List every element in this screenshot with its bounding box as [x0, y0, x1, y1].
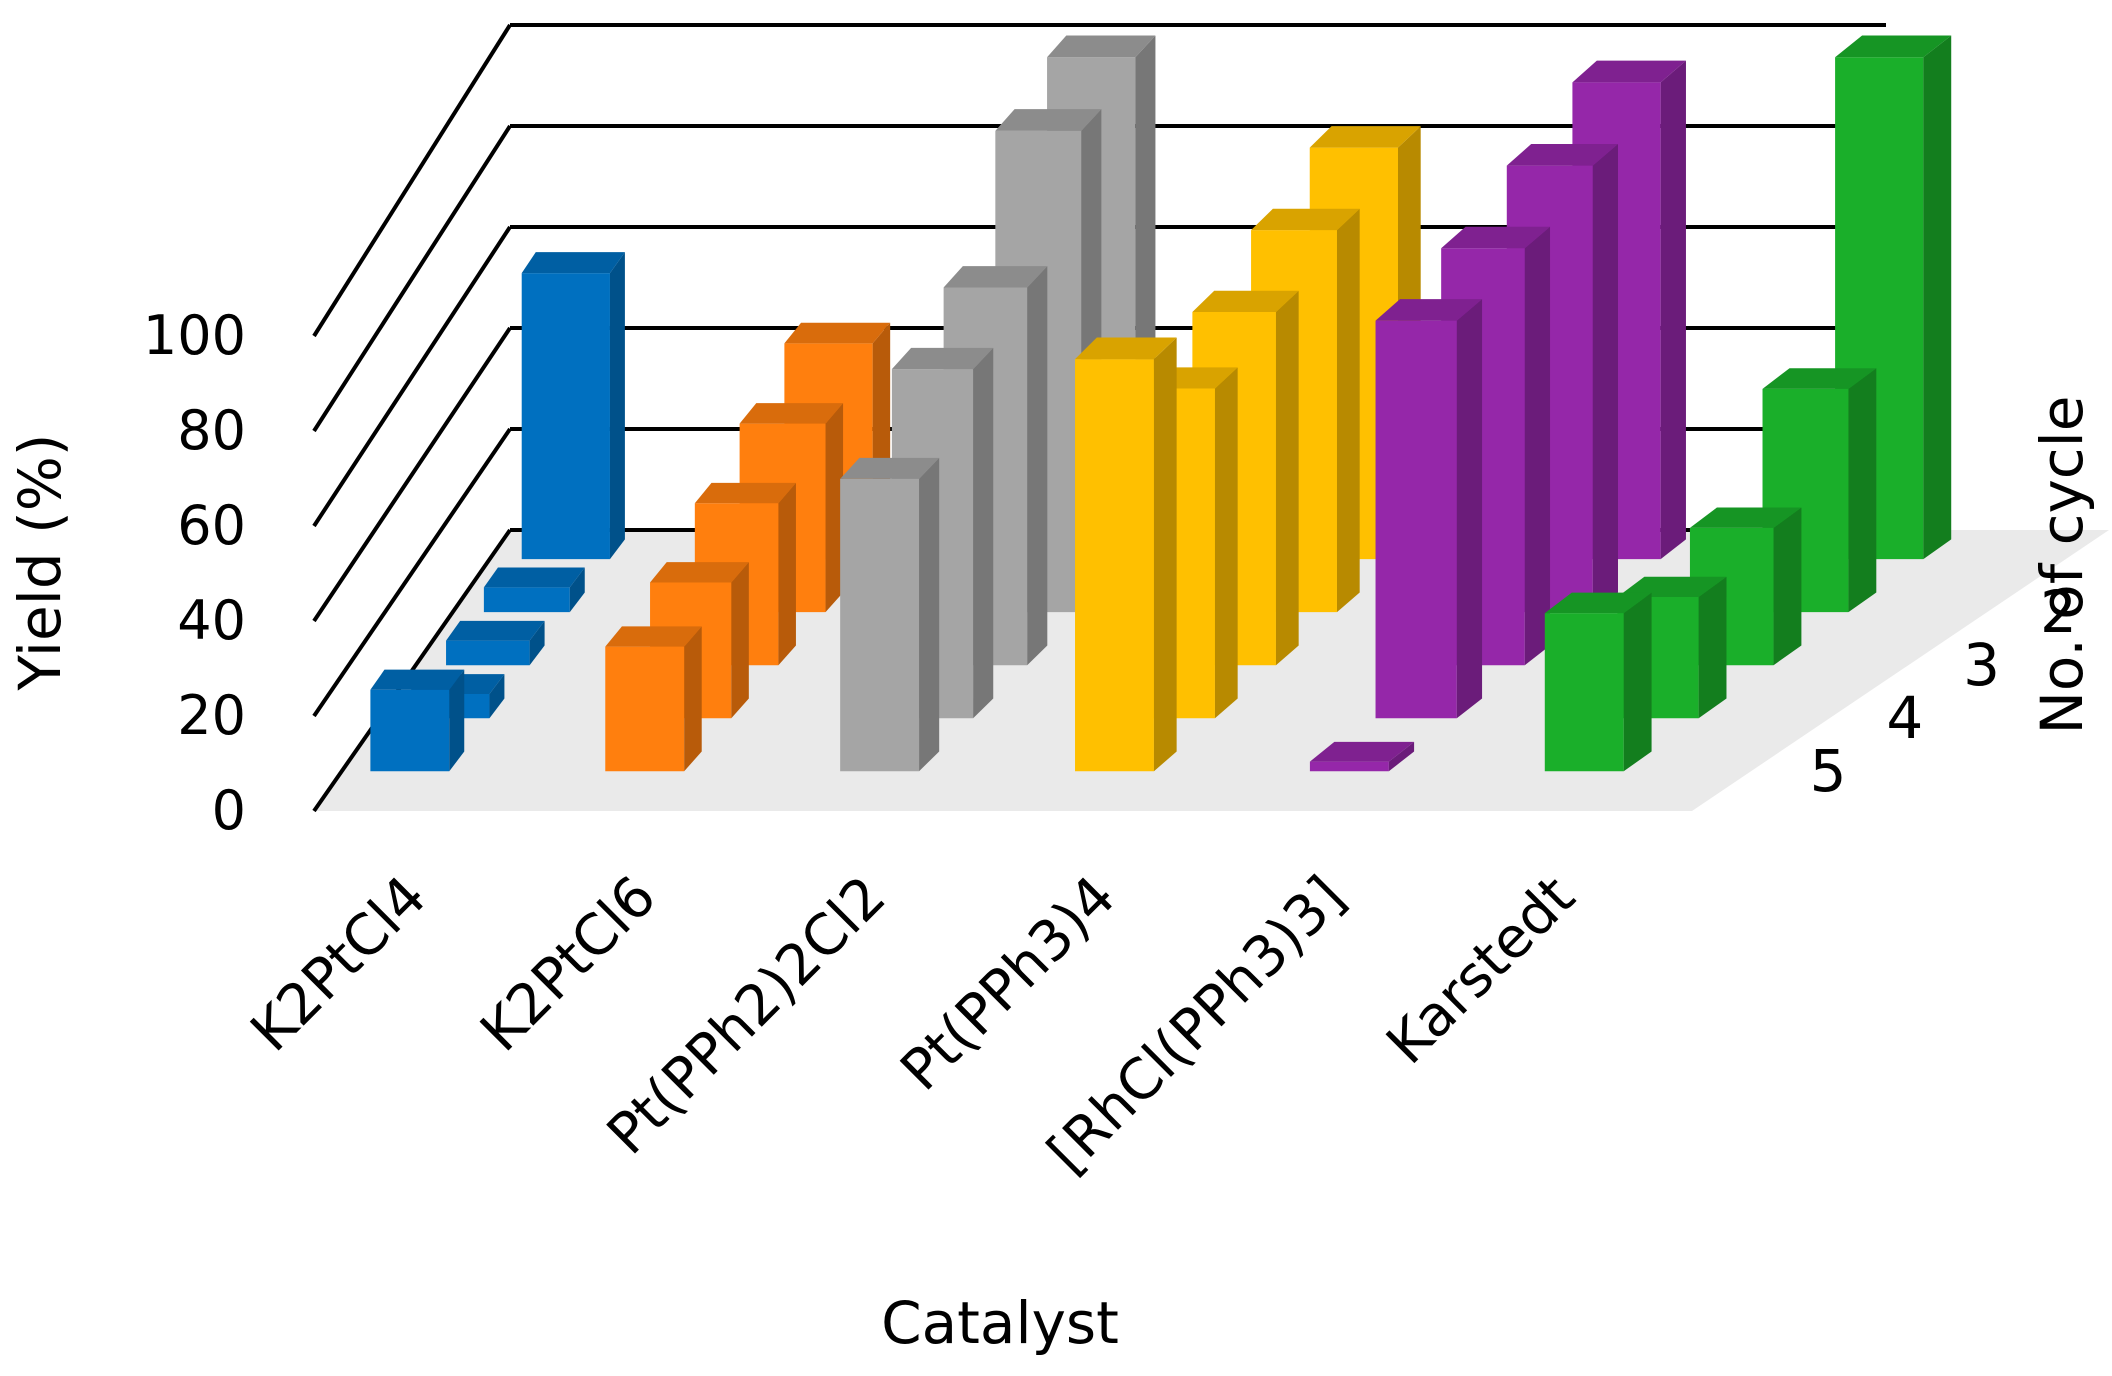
y-tick-label: 100	[143, 304, 246, 367]
y-axis-ticks: 0 20 40 60 80 100	[143, 304, 246, 842]
bar-Karstedt-cycle-5	[1544, 592, 1652, 772]
category-label: Karstedt	[1374, 864, 1587, 1077]
y-tick-label: 0	[212, 779, 246, 842]
depth-tick-label: 5	[1810, 737, 1847, 805]
category-label: Pt(PPh3)4	[889, 864, 1129, 1104]
depth-tick-label: 4	[1886, 684, 1923, 752]
x-axis-category-labels: K2PtCl4 K2PtCl6Pt(PPh2)2Cl2Pt(PPh3)4[RhCl…	[239, 864, 1588, 1186]
y-tick-label: 60	[177, 494, 246, 557]
gridline-side-80	[312, 124, 512, 433]
bars	[370, 35, 1952, 772]
bar-K2PtCl4-cycle-3	[446, 620, 545, 666]
y-tick-label: 20	[177, 684, 246, 747]
y-tick-label: 80	[177, 399, 246, 462]
bar-K2PtCl4-cycle-2	[483, 567, 585, 613]
depth-axis-labels: 12345	[1810, 578, 2077, 805]
gridline-side-40	[312, 326, 512, 623]
bar-Pt(PPh3)4-cycle-5	[1075, 337, 1177, 772]
gridline-side-100	[312, 23, 512, 338]
bar-K2PtCl4-cycle-1	[521, 252, 625, 560]
bar-[RhCl(PPh3)3]-cycle-4	[1375, 299, 1483, 719]
depth-tick-label: 3	[1963, 631, 2000, 699]
depth-axis-title: No. of cycle	[2028, 396, 2096, 735]
gridline-side-20	[312, 427, 512, 718]
category-label: K2PtCl4	[239, 864, 439, 1064]
category-label: K2PtCl6	[468, 864, 668, 1064]
bar-K2PtCl4-cycle-5	[370, 669, 465, 772]
y-axis-title: Yield (%)	[6, 434, 74, 692]
depth-tick-label: 2	[2040, 578, 2077, 646]
y-tick-label: 40	[177, 589, 246, 652]
bar-[RhCl(PPh3)3]-cycle-5	[1309, 741, 1415, 772]
bar-K2PtCl6-cycle-5	[605, 626, 702, 772]
x-axis-title: Catalyst	[881, 1289, 1119, 1357]
gridline-side-60	[312, 225, 512, 528]
bar-Pt(PPh2)2Cl2-cycle-5	[840, 457, 940, 772]
